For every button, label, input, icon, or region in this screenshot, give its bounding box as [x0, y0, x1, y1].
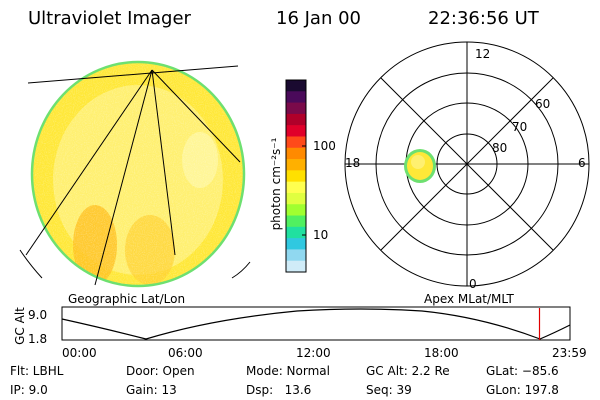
colorbar-swatch [286, 159, 306, 171]
observation-time: 22:36:56 UT [428, 8, 539, 29]
colorbar-swatch [286, 238, 306, 251]
altitude-ylabel: GC Alt [13, 307, 27, 345]
colorbar-swatch [286, 192, 306, 205]
colorbar-swatch [286, 113, 306, 126]
status-gc-alt: GC Alt: 2.2 Re [366, 364, 450, 378]
status-ip: IP: 9.0 [10, 383, 48, 397]
mlat-label-60: 60 [535, 97, 551, 111]
mlat-label-80: 80 [492, 141, 508, 155]
colorbar-swatch [286, 125, 306, 138]
colorbar-tick-10: 10 [313, 228, 329, 242]
mlt-label-0: 0 [469, 277, 477, 291]
colorbar-swatch [286, 136, 306, 149]
status-dsp: Dsp: 13.6 [246, 383, 312, 397]
apex-label: Apex MLat/MLT [424, 292, 514, 306]
colorbar-unit-label: photon cm⁻²s⁻¹ [269, 137, 283, 231]
status-glat: GLat: −85.6 [486, 364, 559, 378]
geographic-image [19, 60, 251, 288]
mlt-label-12: 12 [475, 47, 491, 61]
color-bar [285, 79, 307, 273]
colorbar-swatch [286, 102, 306, 115]
altitude-ytick-max: 9.0 [28, 308, 48, 322]
colorbar-swatch [286, 215, 306, 228]
geographic-label: Geographic Lat/Lon [68, 292, 186, 306]
altitude-plot [61, 306, 571, 341]
auroral-disc [32, 62, 244, 286]
altitude-xtick-3: 18:00 [424, 346, 459, 360]
instrument-title: Ultraviolet Imager [28, 8, 191, 29]
colorbar-swatch [286, 91, 306, 104]
status-mode: Mode: Normal [246, 364, 330, 378]
auroral-spot [404, 149, 436, 183]
status-seq: Seq: 39 [366, 383, 412, 397]
status-glon: GLon: 197.8 [486, 383, 559, 397]
colorbar-swatch [286, 204, 306, 217]
colorbar-swatch [286, 181, 306, 194]
mlt-label-18: 18 [345, 156, 361, 170]
mlat-label-70: 70 [512, 120, 528, 134]
colorbar-swatch [286, 147, 306, 160]
altitude-ytick-min: 1.8 [28, 332, 48, 346]
colorbar-swatch [286, 249, 306, 262]
altitude-xtick-1: 06:00 [168, 346, 203, 360]
altitude-xtick-2: 12:00 [296, 346, 331, 360]
disc-edge [30, 60, 246, 288]
colorbar-swatch [286, 80, 306, 92]
altitude-xtick-0: 00:00 [62, 346, 97, 360]
colorbar-tick-100: 100 [313, 139, 336, 153]
colorbar-swatch [286, 170, 306, 183]
status-filter: Flt: LBHL [10, 364, 64, 378]
altitude-xtick-4: 23:59 [552, 346, 587, 360]
observation-date: 16 Jan 00 [276, 8, 361, 29]
geographic-grid [19, 65, 251, 286]
polar-plot [344, 41, 590, 287]
colorbar-swatch [286, 226, 306, 239]
status-door: Door: Open [126, 364, 195, 378]
status-gain: Gain: 13 [126, 383, 177, 397]
colorbar-swatch [286, 260, 306, 273]
mlt-label-6: 6 [578, 156, 586, 170]
